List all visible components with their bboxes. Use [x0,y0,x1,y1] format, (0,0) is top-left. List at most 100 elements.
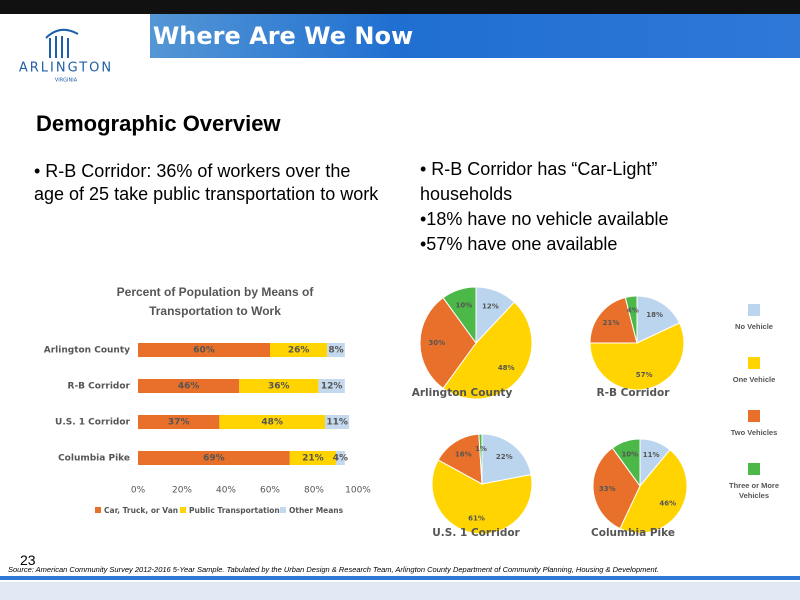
bar-segment [318,379,345,393]
value-label: 10% [456,302,473,310]
bar-segment [270,343,328,357]
legend-swatch [748,410,760,422]
pie-slice [431,459,533,535]
pie-title: Columbia Pike [591,527,675,539]
right-bullets: • R-B Corridor has “Car-Light” household… [420,157,740,257]
value-label: 11% [326,418,348,428]
header-title: Where Are We Now [153,22,413,50]
pie-slice [619,449,688,534]
footer-bar [0,582,800,600]
pie-slice [442,286,477,345]
bullet: • R-B Corridor has “Car-Light” household… [420,159,658,204]
legend-swatch [748,463,760,475]
legend-label: Two Vehicles [730,428,778,437]
legend-swatch [95,507,101,513]
y-tick-label: U.S. 1 Corridor [55,418,131,428]
x-tick-label: 0% [131,486,146,496]
bar-segment [138,415,220,429]
left-bullet: • R-B Corridor: 36% of workers over the … [34,161,379,204]
value-label: 18% [646,311,663,319]
legend-label: One Vehicle [732,375,776,384]
pie-slice [481,433,532,485]
bar-segment [138,343,270,357]
x-tick-label: 60% [260,486,280,496]
legend-label: No Vehicle [735,322,773,331]
value-label: 37% [168,418,190,428]
logo-state: VIRGINIA [55,78,78,84]
pie-slice [419,296,477,390]
value-label: 26% [288,346,310,356]
pie-slice [636,295,681,344]
top-bar [0,0,800,14]
legend-swatch [748,304,760,316]
value-label: 48% [261,418,283,428]
legend-swatch [280,507,286,513]
slide-title: Demographic Overview [36,111,281,136]
bar-segment [239,379,319,393]
bar-segment [325,415,350,429]
value-label: 46% [659,500,676,508]
value-label: 61% [468,515,485,523]
pie-title: U.S. 1 Corridor [432,527,520,539]
value-label: 21% [302,454,324,464]
logo-icon [45,28,79,58]
value-label: 60% [193,346,215,356]
value-label: 16% [455,450,472,458]
pie-slice [589,296,638,344]
legend-swatch [748,357,760,369]
value-label: 22% [496,453,513,461]
pie-slice [442,301,533,400]
value-label: 57% [636,371,653,379]
value-label: 21% [603,319,620,327]
page-number: 23 [20,552,36,568]
footer-line [0,576,800,580]
logo-area [0,14,150,94]
bar-segment [327,343,345,357]
value-label: 36% [268,382,290,392]
y-tick-label: Columbia Pike [58,454,130,464]
x-tick-label: 100% [345,486,371,496]
x-tick-label: 40% [216,486,236,496]
value-label: 4% [333,454,348,464]
value-label: 12% [482,303,499,311]
value-label: 69% [203,454,225,464]
bar-segment [289,451,336,465]
value-label: 33% [599,485,616,493]
bar-segment [336,451,345,465]
legend-label: Other Means [289,506,344,515]
source-note: Source: American Community Survey 2012-2… [8,565,659,574]
value-label: 8% [328,346,343,356]
bullet: •57% have one available [420,234,618,254]
y-tick-label: Arlington County [44,346,130,356]
bullet: •18% have no vehicle available [420,209,669,229]
bar-segment [219,415,325,429]
legend-swatch [180,507,186,513]
legend-label: Car, Truck, or Van [104,506,178,515]
value-label: 46% [178,382,200,392]
y-tick-label: R-B Corridor [68,382,131,392]
pie-slice [478,433,483,485]
value-label: 4% [627,306,639,314]
legend-label: Public Transportation [189,506,280,515]
bar-segment [138,379,240,393]
pie-slice [592,447,641,530]
value-label: 11% [643,451,660,459]
value-label: 1% [475,445,487,453]
pie-title: Arlington County [412,387,513,399]
legend-label: Three or More Vehicles [728,481,779,500]
pie-slice [589,322,685,391]
bar-chart-title: Percent of Population by Means of Transp… [116,285,314,318]
value-label: 12% [321,382,343,392]
logo-name: ARLINGTON [19,61,113,76]
pie-slice [624,295,638,344]
value-label: 48% [498,364,515,372]
bar-segment [138,451,290,465]
x-tick-label: 20% [172,486,192,496]
x-tick-label: 80% [304,486,324,496]
pie-title: R-B Corridor [597,387,671,399]
value-label: 10% [621,451,638,459]
pie-slice [437,433,483,485]
pie-slice [611,438,641,488]
